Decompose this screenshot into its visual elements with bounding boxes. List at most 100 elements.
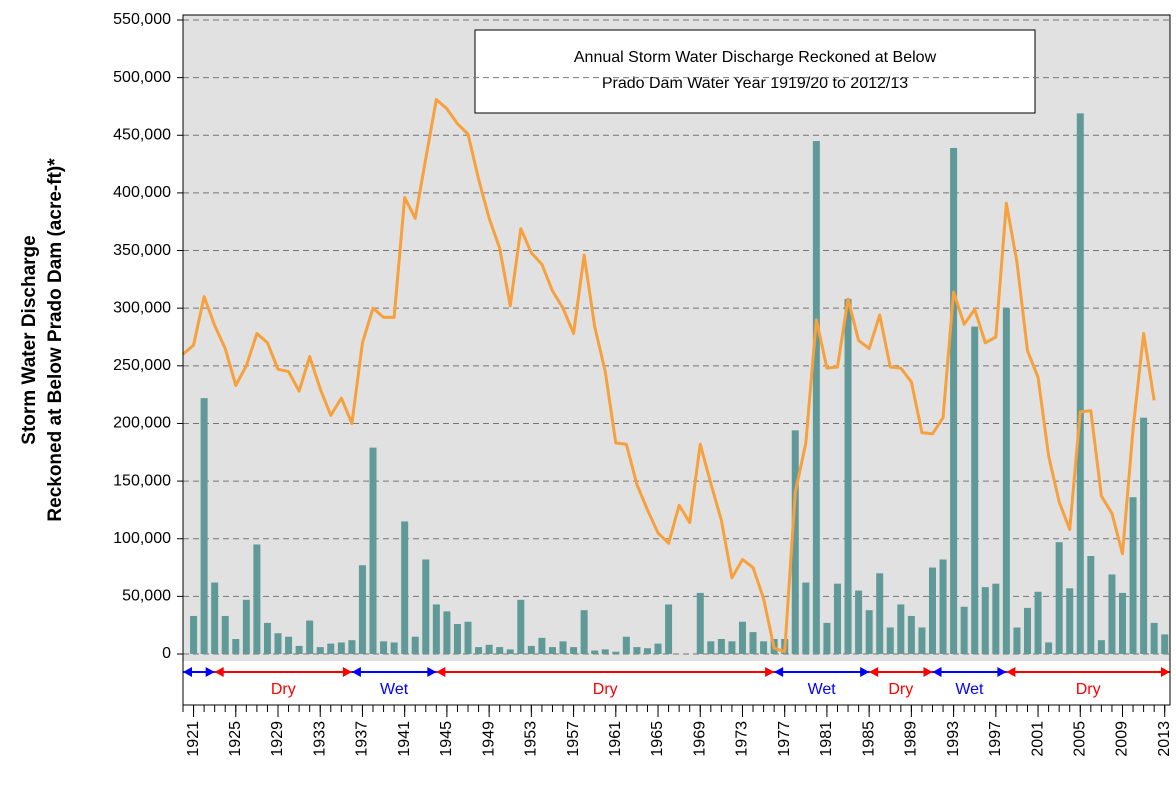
bar <box>812 141 820 654</box>
y-tick-label: 200,000 <box>113 415 171 432</box>
y-tick-label: 300,000 <box>113 299 171 316</box>
bar <box>432 604 440 654</box>
bar <box>1129 497 1137 654</box>
bar <box>496 647 504 654</box>
period-label: Wet <box>955 681 984 698</box>
y-tick-label: 150,000 <box>113 472 171 489</box>
bar <box>844 298 852 654</box>
bar <box>348 640 356 654</box>
bar <box>306 620 314 654</box>
y-tick-label: 350,000 <box>113 242 171 259</box>
x-tick-label: 1929 <box>269 721 286 757</box>
y-tick-label: 50,000 <box>122 588 171 605</box>
y-tick-label: 400,000 <box>113 184 171 201</box>
chart-title: Prado Dam Water Year 1919/20 to 2012/13 <box>602 75 908 92</box>
bar <box>242 599 250 654</box>
bar <box>1076 113 1084 654</box>
y-tick-label: 450,000 <box>113 126 171 143</box>
bar <box>285 636 293 654</box>
bar <box>633 647 641 654</box>
bar <box>1045 642 1053 654</box>
bar <box>548 647 556 654</box>
x-tick-label: 1997 <box>987 721 1004 757</box>
bar <box>1087 556 1095 654</box>
bar <box>506 649 514 654</box>
bar <box>538 637 546 654</box>
y-tick-label: 550,000 <box>113 11 171 28</box>
bar <box>358 565 366 654</box>
x-tick-label: 1985 <box>860 721 877 757</box>
period-label: Dry <box>1076 681 1101 698</box>
x-tick-label: 1953 <box>523 721 540 757</box>
bar <box>876 573 884 654</box>
bar <box>886 627 894 654</box>
period-label: Wet <box>380 681 409 698</box>
x-tick-label: 1981 <box>818 721 835 757</box>
period-label: Wet <box>808 681 837 698</box>
x-tick-label: 1925 <box>227 721 244 757</box>
bar <box>760 641 768 654</box>
bar <box>728 641 736 654</box>
period-label: Dry <box>271 681 296 698</box>
bar <box>897 604 905 654</box>
x-tick-label: 1949 <box>480 721 497 757</box>
bar <box>401 521 409 654</box>
bar <box>475 647 483 654</box>
bar <box>485 644 493 654</box>
bar <box>200 398 208 654</box>
bar <box>316 647 324 654</box>
y-tick-label: 250,000 <box>113 357 171 374</box>
bar <box>1097 640 1105 654</box>
y-axis-title-line: Reckoned at Below Prado Dam (acre-ft)* <box>45 158 66 522</box>
bar <box>823 622 831 654</box>
bar <box>369 447 377 654</box>
bar <box>907 615 915 654</box>
chart-title: Annual Storm Water Discharge Reckoned at… <box>574 49 937 66</box>
bar <box>1034 591 1042 654</box>
bar <box>833 583 841 654</box>
x-tick-label: 1993 <box>945 721 962 757</box>
y-tick-label: 500,000 <box>113 69 171 86</box>
bar <box>643 648 651 654</box>
x-tick-label: 1945 <box>438 721 455 757</box>
x-tick-label: 1957 <box>565 721 582 757</box>
bar <box>422 559 430 654</box>
bar <box>1055 542 1063 654</box>
bar <box>960 606 968 654</box>
bar <box>1108 574 1116 654</box>
x-tick-label: 1989 <box>903 721 920 757</box>
period-arrow <box>351 667 437 677</box>
y-tick-label: 100,000 <box>113 530 171 547</box>
bar <box>707 641 715 654</box>
bar <box>1066 588 1074 654</box>
x-tick-label: 2005 <box>1071 721 1088 757</box>
bar <box>622 636 630 654</box>
plot-frame <box>182 14 1171 706</box>
bar <box>327 643 335 654</box>
bar <box>1013 627 1021 654</box>
x-tick-label: 1941 <box>396 721 413 757</box>
period-arrow <box>183 667 215 677</box>
bar <box>665 604 673 654</box>
bar <box>855 590 863 654</box>
bar <box>717 639 725 654</box>
bar <box>981 587 989 654</box>
bar <box>517 599 525 654</box>
title-box <box>474 29 1036 114</box>
bar <box>274 633 282 654</box>
bar <box>696 592 704 654</box>
bar <box>232 639 240 654</box>
bar <box>453 624 461 654</box>
x-tick-label: 1969 <box>691 721 708 757</box>
x-tick-label: 1961 <box>607 721 624 757</box>
x-tick-label: 2009 <box>1114 721 1131 757</box>
y-axis-title: Storm Water Discharge Reckoned at Below … <box>19 158 66 522</box>
period-label: Dry <box>888 681 913 698</box>
bar <box>253 544 261 654</box>
period-label: Dry <box>593 681 618 698</box>
x-tick-label: 2001 <box>1029 721 1046 757</box>
x-tick-label: 1933 <box>311 721 328 757</box>
bar <box>295 645 303 654</box>
bar <box>939 559 947 654</box>
bar <box>464 621 472 654</box>
